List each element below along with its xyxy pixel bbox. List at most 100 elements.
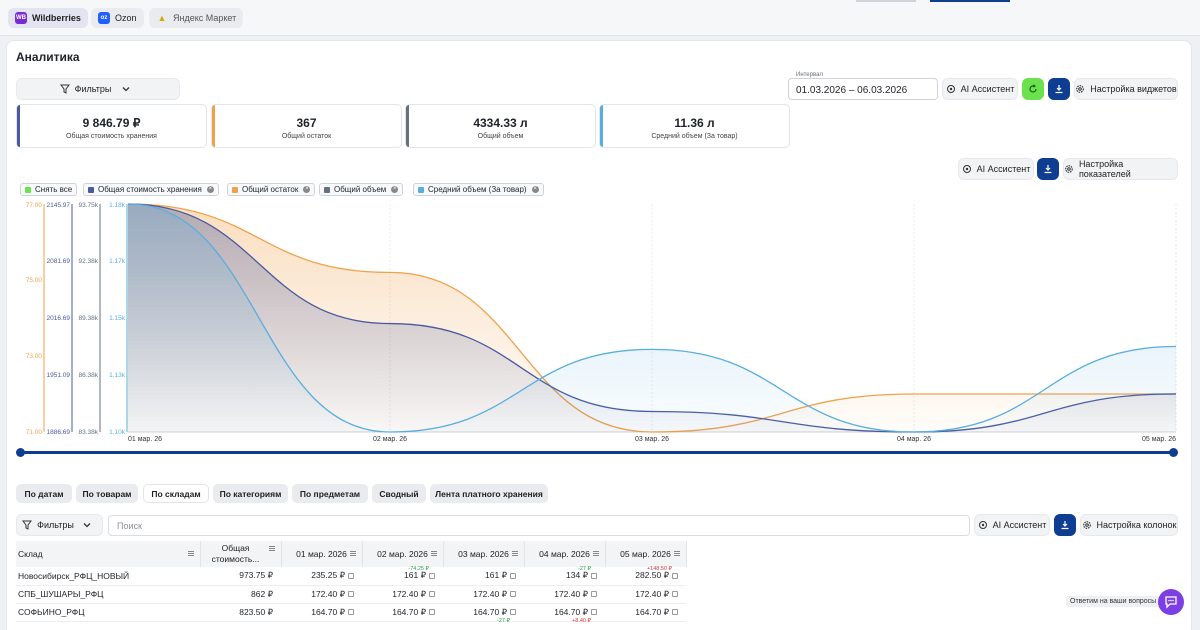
search-placeholder: Поиск: [117, 521, 142, 531]
search-input[interactable]: Поиск: [108, 515, 970, 536]
tab-by-subjects[interactable]: По предметам: [292, 484, 368, 503]
kpi-label: Общий объем: [477, 133, 524, 140]
delta-badge: +8.40 ₽: [572, 617, 591, 624]
close-icon[interactable]: ×: [531, 186, 539, 193]
column-header-date-5[interactable]: 05 мар. 2026: [605, 541, 687, 567]
table-download-button[interactable]: [1054, 514, 1076, 536]
legend-item-total-volume[interactable]: Общий объем ×: [319, 183, 404, 196]
slider-handle-end[interactable]: [1169, 448, 1178, 457]
column-header-label: Склад: [18, 549, 43, 559]
column-menu-icon[interactable]: [592, 551, 599, 556]
column-header-date-3[interactable]: 03 мар. 2026: [443, 541, 525, 567]
column-menu-icon[interactable]: [673, 551, 680, 556]
date-cell: 164.70 ₽: [605, 603, 686, 622]
interval-value: 01.03.2026 – 06.03.2026: [796, 85, 908, 96]
calendar-icon[interactable]: [429, 591, 435, 598]
filter-icon: [59, 84, 70, 94]
y-tick-label: 89.38k: [78, 315, 98, 322]
column-header-date-1[interactable]: 01 мар. 2026: [281, 541, 363, 567]
columns-settings-button[interactable]: Настройка колонок: [1080, 514, 1178, 536]
tab-ozon-label: Ozon: [115, 13, 137, 23]
legend-swatch: [232, 186, 238, 193]
kpi-value: 4334.33 л: [473, 116, 528, 130]
ai-assistant-button[interactable]: AI Ассистент: [942, 78, 1018, 100]
calendar-icon[interactable]: [510, 609, 516, 616]
calendar-icon[interactable]: [348, 573, 354, 579]
column-header-label: 05 мар. 2026: [620, 549, 671, 559]
chevron-down-icon: [83, 523, 91, 528]
interval-input[interactable]: 01.03.2026 – 06.03.2026: [788, 78, 938, 100]
tab-paid-storage-feed[interactable]: Лента платного хранения: [430, 484, 548, 503]
calendar-icon[interactable]: [429, 609, 435, 616]
chart-download-button[interactable]: [1037, 158, 1059, 180]
column-menu-icon[interactable]: [349, 551, 356, 556]
y-tick-label: 71.00: [26, 429, 43, 436]
date-cell: 164.70 ₽: [362, 603, 443, 622]
column-menu-icon[interactable]: [268, 546, 275, 551]
column-header-total-cost[interactable]: Общая стоимость...: [200, 541, 282, 567]
calendar-icon[interactable]: [348, 591, 354, 598]
legend-item-storage-cost[interactable]: Общая стоимость хранения ×: [83, 183, 219, 196]
table-row[interactable]: Новосибирск_РФЦ_НОВЫЙ 973.75 ₽ 235.25 ₽ …: [16, 566, 686, 586]
calendar-icon[interactable]: [510, 591, 516, 598]
tab-by-products[interactable]: По товарам: [76, 484, 138, 503]
calendar-icon[interactable]: [429, 573, 435, 579]
tab-by-dates[interactable]: По датам: [16, 484, 72, 503]
cell-value: 172.40 ₽: [473, 588, 507, 599]
close-icon[interactable]: ×: [303, 186, 311, 193]
table-ai-assistant-button[interactable]: AI Ассистент: [974, 514, 1050, 536]
marketplace-bar: WB Wildberries oz Ozon ▲ Яндекс Маркет: [0, 0, 1200, 36]
chat-button[interactable]: [1158, 589, 1184, 615]
download-button[interactable]: [1048, 78, 1070, 100]
calendar-icon[interactable]: [591, 573, 597, 579]
column-header-warehouse[interactable]: Склад: [16, 541, 201, 567]
date-cell: 172.40 ₽: [281, 585, 362, 604]
tab-summary[interactable]: Сводный: [372, 484, 426, 503]
y-tick-label: 73.00: [26, 353, 43, 360]
gear-icon: [1076, 85, 1085, 93]
widgets-settings-button[interactable]: Настройка виджетов: [1074, 78, 1178, 100]
tab-yandex-market[interactable]: ▲ Яндекс Маркет: [149, 8, 244, 28]
calendar-icon[interactable]: [591, 609, 597, 616]
indicators-settings-button[interactable]: Настройка показателей: [1063, 158, 1178, 180]
slider-handle-start[interactable]: [16, 448, 25, 457]
legend-swatch: [418, 186, 424, 193]
date-cell: +8.40 ₽164.70 ₽: [524, 603, 605, 624]
y-tick-label: 2145.97: [47, 202, 71, 209]
column-header-date-4[interactable]: 04 мар. 2026: [524, 541, 606, 567]
legend-item-total-stock[interactable]: Общий остаток ×: [227, 183, 316, 196]
table-row[interactable]: СПБ_ШУШАРЫ_РФЦ 862 ₽ 172.40 ₽ 172.40 ₽ 1…: [16, 585, 686, 604]
table-ai-assistant-label: AI Ассистент: [992, 520, 1047, 530]
kpi-card-total-volume: 4334.33 л Общий объем: [405, 104, 596, 148]
close-icon[interactable]: ×: [391, 186, 399, 193]
tab-by-warehouses[interactable]: По складам: [143, 484, 209, 503]
calendar-icon[interactable]: [510, 573, 516, 579]
column-menu-icon[interactable]: [511, 551, 518, 556]
top-strip: [856, 0, 916, 2]
y-tick-label: 77.00: [26, 202, 43, 209]
column-menu-icon[interactable]: [430, 551, 437, 556]
column-menu-icon[interactable]: [187, 551, 194, 556]
calendar-icon[interactable]: [591, 591, 597, 598]
table-filters-button[interactable]: Фильтры: [16, 514, 103, 536]
calendar-icon[interactable]: [672, 591, 678, 598]
legend-item-avg-volume[interactable]: Средний объем (За товар) ×: [413, 183, 544, 196]
y-tick-label: 1886.69: [47, 429, 71, 436]
kpi-value: 11.36 л: [674, 116, 715, 130]
column-header-date-2[interactable]: 02 мар. 2026: [362, 541, 444, 567]
calendar-icon[interactable]: [672, 609, 678, 616]
table-row[interactable]: СОФЬИНО_РФЦ 823.50 ₽ 164.70 ₽ 164.70 ₽ -…: [16, 603, 686, 624]
calendar-icon[interactable]: [672, 573, 678, 579]
legend-clear-all[interactable]: Снять все: [20, 183, 78, 196]
tab-ozon[interactable]: oz Ozon: [91, 8, 144, 28]
date-range-slider[interactable]: [20, 451, 1174, 454]
tab-wildberries[interactable]: WB Wildberries: [8, 8, 88, 28]
tab-by-categories[interactable]: По категориям: [213, 484, 288, 503]
filters-button[interactable]: Фильтры: [16, 78, 180, 100]
chart-ai-assistant-button[interactable]: AI Ассистент: [958, 158, 1034, 180]
kpi-card-storage-cost: 9 846.79 ₽ Общая стоимость хранения: [16, 104, 207, 148]
widgets-settings-label: Настройка виджетов: [1090, 84, 1177, 94]
refresh-button[interactable]: [1022, 78, 1044, 100]
close-icon[interactable]: ×: [206, 186, 214, 193]
calendar-icon[interactable]: [348, 609, 354, 616]
